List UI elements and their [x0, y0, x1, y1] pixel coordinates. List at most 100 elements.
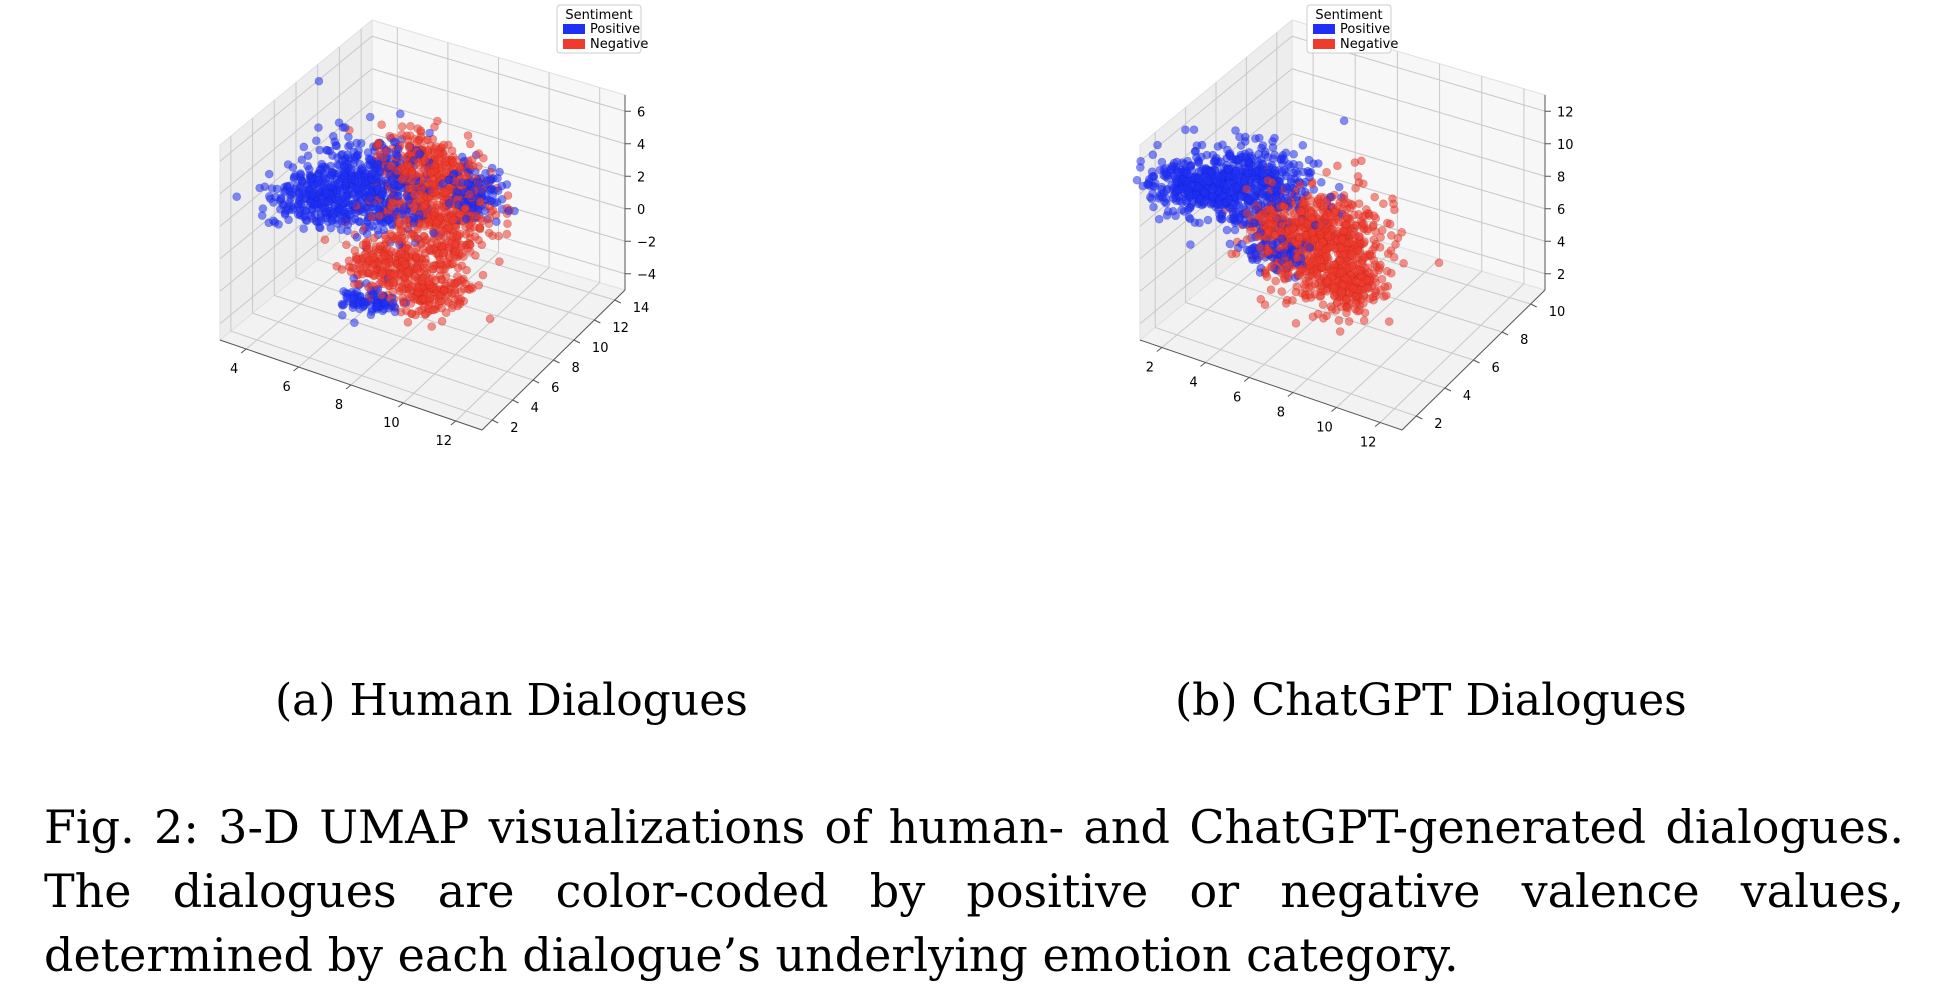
point-negative: [1326, 302, 1336, 311]
point-negative: [1371, 288, 1380, 298]
z-gridline: [1139, 35, 1293, 162]
point-negative: [1337, 235, 1347, 244]
point-negative: [407, 170, 417, 179]
point-negative: [1348, 283, 1358, 293]
z-tick-label: 4: [1557, 235, 1565, 250]
point-negative: [1384, 317, 1394, 326]
point-negative: [1295, 180, 1305, 189]
point-positive: [366, 155, 376, 164]
point-negative: [1284, 271, 1293, 280]
point-negative: [432, 186, 442, 195]
point-negative: [1260, 213, 1270, 222]
z-tick-label: −2: [637, 235, 656, 250]
point-positive: [350, 318, 359, 328]
point-positive: [1230, 225, 1240, 235]
point-positive: [300, 211, 310, 220]
point-negative: [1296, 206, 1306, 216]
point-positive: [352, 138, 362, 148]
point-positive: [1260, 147, 1270, 156]
point-positive: [340, 123, 350, 132]
point-positive: [1171, 174, 1181, 184]
z-gridline: [1291, 133, 1546, 210]
point-negative: [1397, 228, 1407, 237]
legend-swatch-positive: [563, 24, 585, 34]
point-negative: [439, 140, 448, 150]
x-tick-mark: [293, 366, 299, 372]
point-positive: [365, 112, 375, 122]
point-positive: [1222, 198, 1231, 207]
point-positive: [1163, 207, 1173, 216]
z-gridline: [371, 68, 626, 145]
point-positive: [1157, 157, 1167, 167]
point-negative: [1354, 199, 1364, 208]
point-negative: [1253, 232, 1262, 241]
point-negative: [1379, 199, 1388, 208]
x-tick-label: 10: [1316, 421, 1333, 436]
point-negative: [1315, 284, 1325, 294]
point-positive: [1258, 189, 1267, 198]
point-negative: [1256, 294, 1266, 304]
point-negative: [396, 227, 406, 237]
z-gridline: [1291, 68, 1546, 145]
point-negative: [429, 305, 439, 315]
point-positive: [363, 148, 373, 157]
point-positive: [1279, 155, 1289, 165]
point-positive: [490, 198, 499, 208]
z-tick-label: 10: [1557, 138, 1574, 153]
point-positive: [444, 199, 454, 208]
x-tick-label: 8: [335, 398, 343, 413]
point-negative: [1307, 282, 1317, 291]
point-negative: [449, 215, 458, 225]
x-tick-mark: [1287, 392, 1294, 397]
point-positive: [338, 205, 348, 215]
point-negative: [1295, 233, 1305, 242]
point-positive: [1157, 185, 1166, 194]
point-positive: [269, 198, 278, 207]
point-negative: [448, 158, 458, 167]
point-positive: [1215, 210, 1224, 219]
y-tick-mark: [573, 339, 581, 344]
point-positive: [357, 163, 367, 173]
point-negative: [394, 283, 404, 293]
point-positive: [337, 310, 347, 320]
point-negative: [369, 233, 379, 243]
point-negative: [1326, 211, 1336, 221]
point-positive: [1185, 214, 1195, 224]
point-negative: [350, 246, 360, 256]
point-negative: [364, 268, 374, 278]
x-tick-mark: [450, 420, 457, 426]
point-positive: [1298, 141, 1308, 150]
y-gridline: [230, 330, 493, 421]
point-negative: [503, 219, 512, 228]
point-negative: [1341, 274, 1351, 284]
point-negative: [403, 160, 413, 170]
point-positive: [361, 177, 370, 187]
point-positive: [1241, 132, 1250, 142]
point-negative: [413, 158, 423, 167]
point-negative: [479, 153, 488, 163]
point-negative: [1353, 245, 1363, 255]
chart-human-dialogues: 4 6 8 10 12 2 4 6 8 10 12 14 −4 −2 0 2 4 6 Sentiment Positi…: [70, 0, 1000, 620]
point-negative: [1298, 198, 1308, 207]
point-positive: [493, 174, 502, 183]
point-positive: [395, 109, 405, 119]
point-positive: [1287, 189, 1297, 199]
point-positive: [1187, 166, 1196, 175]
point-negative: [422, 235, 432, 245]
x-tick-mark: [1243, 377, 1250, 382]
y-tick-mark: [1530, 303, 1537, 308]
point-negative: [1270, 231, 1280, 240]
point-negative: [364, 282, 373, 292]
point-negative: [1341, 295, 1351, 304]
point-positive: [1149, 202, 1158, 212]
x-tick-label: 4: [1189, 376, 1197, 391]
point-negative: [426, 168, 436, 178]
point-negative: [360, 250, 370, 259]
point-positive: [285, 181, 294, 191]
point-negative: [1329, 283, 1339, 293]
point-positive: [293, 199, 303, 209]
point-negative: [503, 191, 513, 200]
point-positive: [1334, 182, 1344, 192]
point-positive: [1283, 196, 1293, 205]
